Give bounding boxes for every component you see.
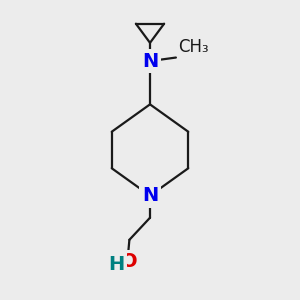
Text: N: N bbox=[142, 52, 158, 70]
Text: CH₃: CH₃ bbox=[178, 38, 209, 56]
Text: H: H bbox=[109, 255, 125, 274]
Text: N: N bbox=[142, 186, 158, 205]
Text: O: O bbox=[122, 252, 138, 271]
